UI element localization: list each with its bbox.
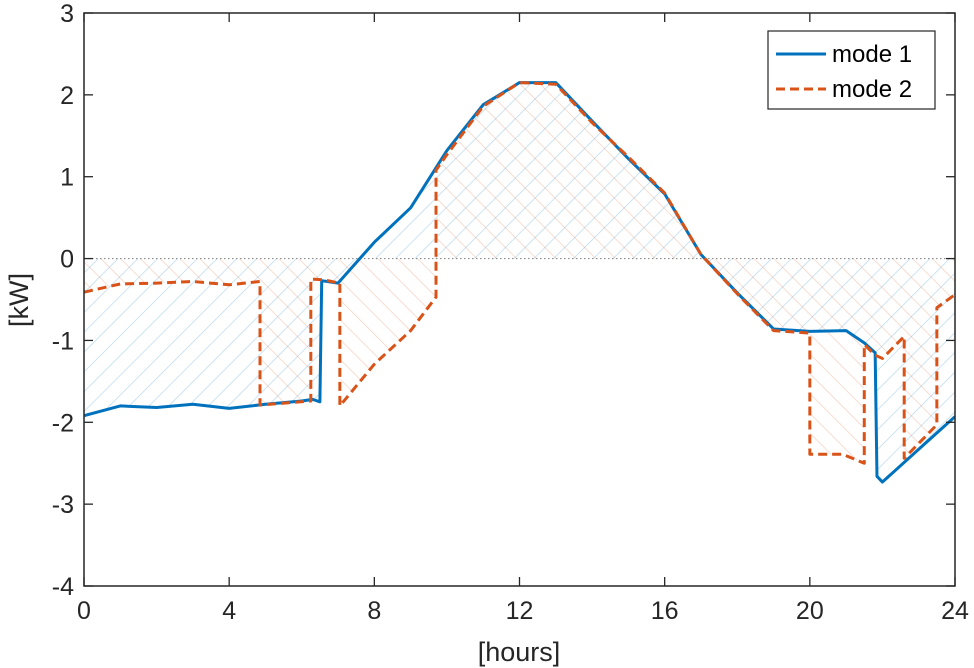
x-tick-label: 4 bbox=[222, 597, 236, 625]
series-line-mode-1 bbox=[84, 81, 955, 484]
x-axis-label: [hours] bbox=[478, 637, 561, 667]
hatch-fill-mode-2 bbox=[84, 82, 955, 464]
legend: mode 1 mode 2 bbox=[767, 30, 936, 110]
series-line-mode-2 bbox=[84, 81, 955, 465]
legend-label-mode-2: mode 2 bbox=[832, 76, 912, 103]
y-tick-label: -1 bbox=[52, 327, 74, 355]
legend-box bbox=[767, 30, 936, 110]
series-lines bbox=[84, 81, 955, 484]
y-tick-label: 1 bbox=[60, 164, 74, 192]
y-tick-label: 3 bbox=[60, 0, 74, 28]
y-tick-label: 0 bbox=[60, 246, 74, 274]
y-axis-label: [kW] bbox=[4, 273, 34, 327]
x-tick-label: 0 bbox=[77, 597, 91, 625]
legend-label-mode-1: mode 1 bbox=[832, 41, 912, 68]
x-tick-label: 8 bbox=[367, 597, 381, 625]
hatched-fills bbox=[84, 82, 955, 483]
y-tick-label: 2 bbox=[60, 82, 74, 110]
x-tick-label: 24 bbox=[941, 597, 969, 625]
y-tick-label: -3 bbox=[52, 491, 74, 519]
x-tick-label: 20 bbox=[796, 597, 824, 625]
y-tick-label: -2 bbox=[52, 409, 74, 437]
y-tick-label: -4 bbox=[52, 573, 74, 601]
x-tick-label: 16 bbox=[651, 597, 679, 625]
x-tick-label: 12 bbox=[506, 597, 534, 625]
